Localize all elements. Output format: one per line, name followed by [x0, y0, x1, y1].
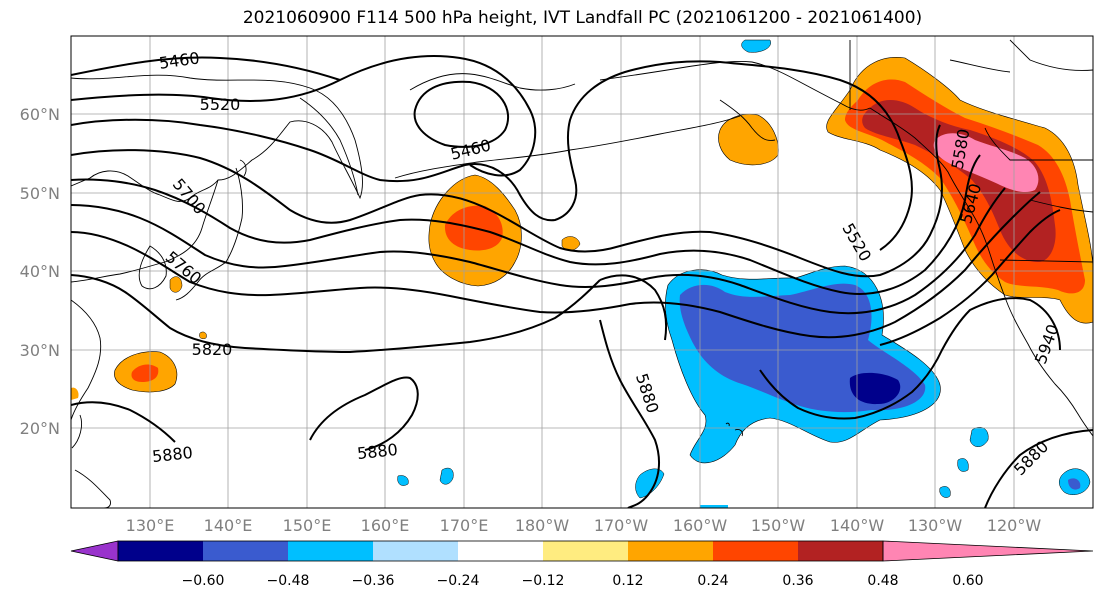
lon-label: 150°W — [751, 516, 806, 535]
contour-label: 5880 — [356, 440, 398, 463]
lat-label: 60°N — [20, 105, 60, 124]
lon-label: 130°E — [126, 516, 175, 535]
map-title: 2021060900 F114 500 hPa height, IVT Land… — [242, 8, 923, 28]
colorbar-tick: 0.48 — [867, 573, 898, 589]
contour-label: 5880 — [151, 443, 193, 466]
map-frame — [70, 35, 1094, 509]
colorbar-swatch — [543, 541, 628, 561]
colorbar-ticks: −0.60 −0.48 −0.36 −0.24 −0.12 0.12 0.24 … — [182, 573, 984, 589]
lon-label: 140°E — [204, 516, 253, 535]
contour-label: 5520 — [200, 95, 241, 114]
colorbar-tick: 0.24 — [697, 573, 728, 589]
longitude-labels: 130°E 140°E 150°E 160°E 170°E 180°W 170°… — [126, 516, 1042, 535]
lon-label: 120°W — [987, 516, 1042, 535]
colorbar-tick: 0.60 — [952, 573, 983, 589]
colorbar-swatch — [798, 541, 883, 561]
colorbar: −0.60 −0.48 −0.36 −0.24 −0.12 0.12 0.24 … — [70, 540, 1094, 589]
colorbar-tick: −0.36 — [352, 573, 395, 589]
lon-label: 160°E — [361, 516, 410, 535]
colorbar-tick: 0.12 — [612, 573, 643, 589]
lat-label: 50°N — [20, 184, 60, 203]
lon-label: 180°W — [515, 516, 570, 535]
coastlines — [71, 39, 1093, 508]
lon-label: 170°W — [594, 516, 649, 535]
lon-label: 160°W — [673, 516, 728, 535]
colorbar-swatch — [373, 541, 458, 561]
lon-label: 130°W — [908, 516, 963, 535]
colorbar-swatch — [628, 541, 713, 561]
colorbar-swatch — [713, 541, 798, 561]
lon-label: 140°W — [830, 516, 885, 535]
lat-label: 30°N — [20, 341, 60, 360]
lon-label: 150°E — [283, 516, 332, 535]
colorbar-tick: 0.36 — [782, 573, 813, 589]
colorbar-swatch — [118, 541, 203, 561]
colorbar-tick: −0.48 — [267, 573, 310, 589]
lat-label: 20°N — [20, 419, 60, 438]
contour-label: 5820 — [192, 340, 233, 359]
map-area: 5460 5520 5460 5700 5760 5820 5880 5880 … — [71, 36, 1093, 508]
colorbar-extend-low — [70, 540, 119, 562]
colorbar-extend-high — [883, 541, 1093, 561]
colorbar-swatch — [203, 541, 288, 561]
colorbar-tick: −0.12 — [522, 573, 565, 589]
colorbar-swatch — [288, 541, 373, 561]
height-contours — [71, 55, 1093, 508]
lon-label: 170°E — [440, 516, 489, 535]
colorbar-tick: −0.60 — [182, 573, 225, 589]
latitude-labels: 60°N 50°N 40°N 30°N 20°N — [20, 105, 60, 438]
colorbar-swatch — [458, 541, 543, 561]
colorbar-tick: −0.24 — [437, 573, 480, 589]
lat-label: 40°N — [20, 262, 60, 281]
